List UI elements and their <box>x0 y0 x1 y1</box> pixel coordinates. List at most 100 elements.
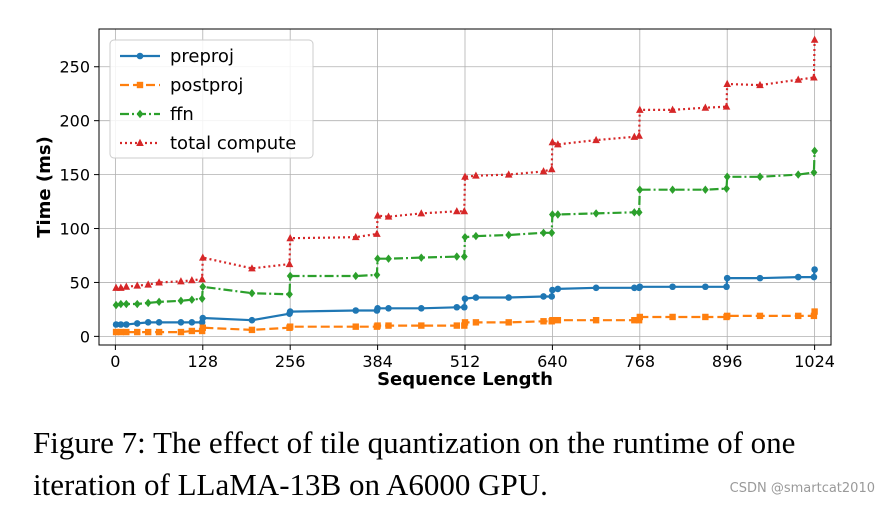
legend-marker-preproj <box>136 52 144 60</box>
x-axis-label: Sequence Length <box>377 369 553 390</box>
data-point-postproj <box>248 326 256 334</box>
data-point-postproj <box>554 316 562 324</box>
series-total-compute <box>112 35 819 291</box>
data-point-total-compute <box>286 234 294 242</box>
data-point-preproj <box>549 286 556 294</box>
data-point-ffn <box>505 230 513 240</box>
series-ffn <box>112 146 819 310</box>
data-point-total-compute <box>668 105 677 113</box>
data-point-ffn <box>352 271 360 281</box>
data-point-ffn <box>417 253 425 262</box>
y-axis-label: Time (ms) <box>34 136 55 238</box>
data-point-ffn <box>188 295 196 304</box>
data-point-preproj <box>505 294 513 301</box>
x-tick-label: 640 <box>537 352 568 371</box>
data-point-preproj <box>248 316 256 324</box>
data-point-total-compute <box>351 232 360 241</box>
data-point-preproj <box>794 273 802 281</box>
data-point-total-compute <box>155 278 163 286</box>
data-point-ffn <box>144 298 152 308</box>
data-point-ffn <box>549 210 556 219</box>
series-postproj <box>112 308 818 336</box>
y-tick-label: 200 <box>59 112 90 131</box>
x-tick-label: 768 <box>625 352 656 371</box>
data-point-preproj <box>117 321 125 328</box>
data-point-preproj <box>540 293 547 300</box>
y-tick-label: 250 <box>59 58 90 77</box>
data-point-ffn <box>248 289 256 298</box>
data-point-postproj <box>540 318 547 325</box>
data-point-total-compute <box>504 170 513 178</box>
data-point-total-compute <box>460 207 469 215</box>
legend-label-preproj: preproj <box>170 46 234 67</box>
data-point-ffn <box>453 252 461 261</box>
data-point-preproj <box>631 284 638 292</box>
data-point-postproj <box>756 312 764 320</box>
data-point-preproj <box>702 283 709 291</box>
x-tick-label: 1024 <box>794 352 835 371</box>
data-point-total-compute <box>133 281 142 289</box>
data-point-postproj <box>199 324 206 331</box>
data-point-postproj <box>505 319 512 326</box>
data-point-preproj <box>177 319 185 326</box>
data-point-preproj <box>461 295 469 302</box>
data-point-postproj <box>592 316 600 324</box>
data-point-postproj <box>636 313 644 321</box>
x-tick-label: 896 <box>712 352 743 371</box>
data-point-preproj <box>472 294 480 301</box>
x-tick-label: 384 <box>362 352 393 371</box>
data-point-preproj <box>286 308 294 315</box>
data-point-postproj <box>144 328 152 336</box>
data-point-preproj <box>723 283 730 291</box>
y-tick-label: 150 <box>59 166 90 185</box>
data-point-preproj <box>669 283 676 291</box>
data-point-ffn <box>198 294 206 303</box>
data-point-ffn <box>199 282 207 291</box>
data-point-total-compute <box>417 209 426 217</box>
data-point-preproj <box>188 319 196 326</box>
data-point-total-compute <box>723 79 732 88</box>
legend-marker-total-compute <box>136 138 144 146</box>
data-point-total-compute <box>285 259 294 268</box>
data-point-total-compute <box>794 75 803 83</box>
data-point-postproj <box>385 322 392 329</box>
legend-label-ffn: ffn <box>170 104 194 125</box>
data-point-total-compute <box>248 264 256 272</box>
data-point-preproj <box>385 305 392 312</box>
data-point-preproj <box>554 285 562 293</box>
data-point-preproj <box>811 266 818 273</box>
data-point-total-compute <box>756 80 764 89</box>
data-point-preproj <box>810 273 818 281</box>
data-point-total-compute <box>635 131 643 139</box>
data-point-preproj <box>352 307 360 314</box>
data-point-ffn <box>472 231 480 241</box>
series-line-total-compute <box>116 39 816 289</box>
legend-box <box>109 39 314 159</box>
legend-label-postproj: postproj <box>170 75 243 96</box>
data-point-total-compute <box>592 135 600 144</box>
legend: preproj postproj ffn total compute <box>109 39 314 159</box>
legend-marker-ffn <box>136 109 144 119</box>
data-point-ffn <box>701 185 709 194</box>
data-point-ffn <box>112 300 120 310</box>
data-point-preproj <box>453 303 461 311</box>
data-point-postproj <box>374 322 381 329</box>
data-point-ffn <box>636 185 644 194</box>
data-point-postproj <box>549 316 556 324</box>
data-point-ffn <box>177 296 185 305</box>
data-point-total-compute <box>198 275 206 283</box>
data-point-total-compute <box>636 105 644 113</box>
data-point-ffn <box>461 232 469 242</box>
data-point-ffn <box>794 170 802 179</box>
data-point-total-compute <box>122 282 131 290</box>
data-point-total-compute <box>188 276 196 284</box>
data-point-preproj <box>199 314 207 322</box>
x-tick-label: 256 <box>275 352 306 371</box>
data-point-postproj <box>461 322 468 329</box>
watermark: CSDN @smartcat2010 <box>729 481 875 496</box>
data-point-postproj <box>286 323 294 330</box>
data-point-total-compute <box>701 103 710 111</box>
y-tick-label: 0 <box>80 327 90 346</box>
data-point-preproj <box>155 319 163 326</box>
data-point-total-compute <box>461 172 469 180</box>
